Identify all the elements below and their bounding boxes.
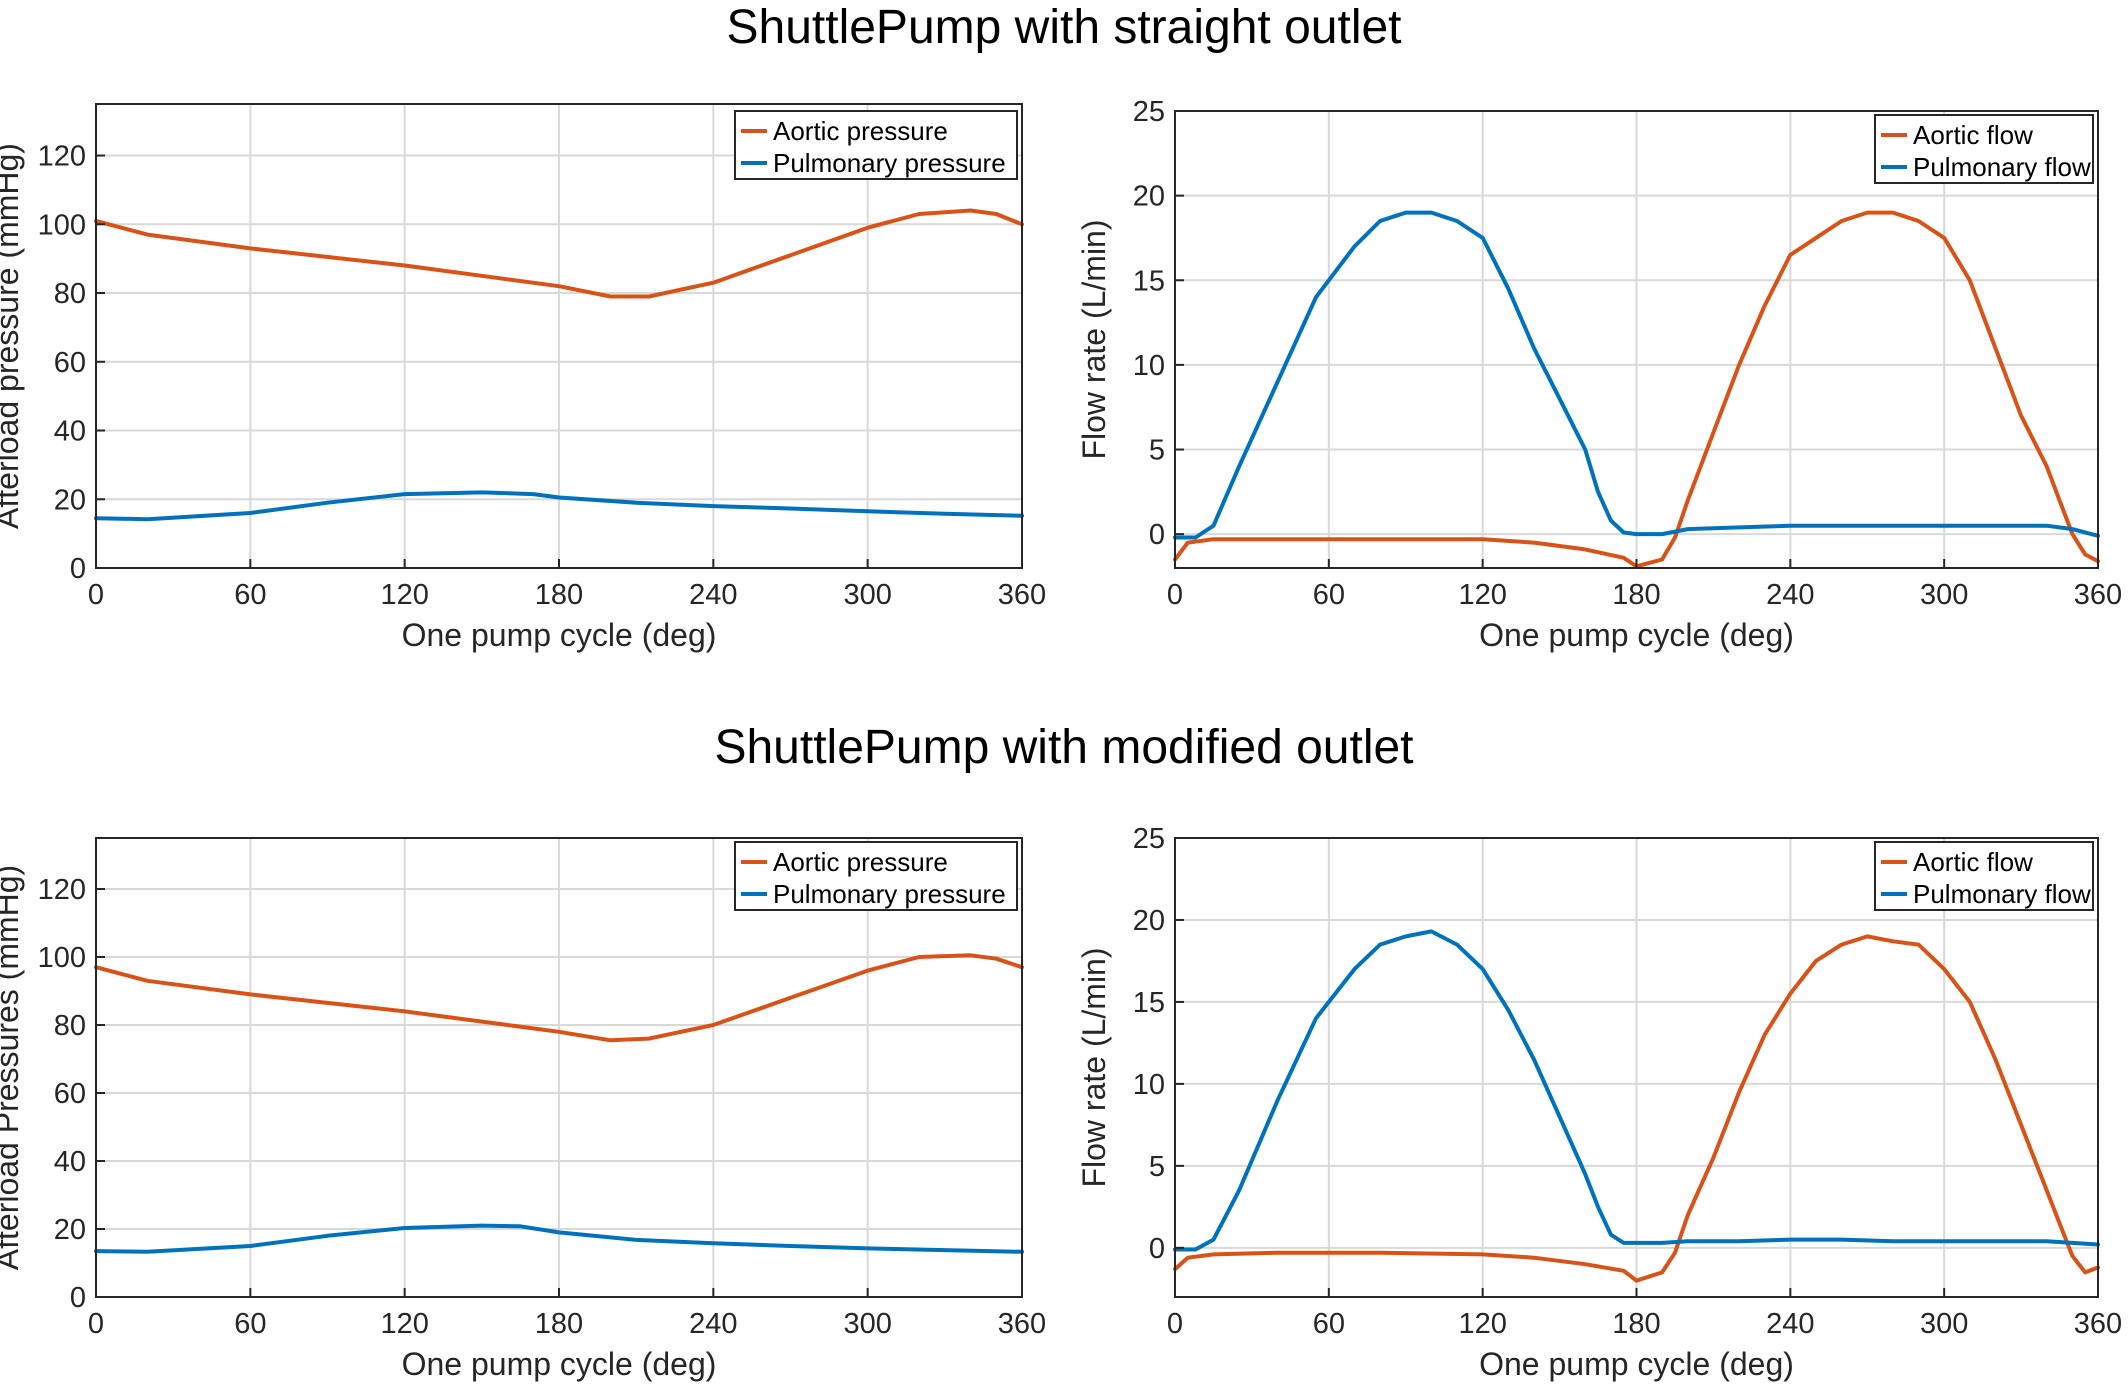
- legend-box: [734, 841, 1018, 911]
- row-title-modified: ShuttlePump with modified outlet: [714, 721, 1414, 774]
- y-tick-label: 20: [1133, 905, 1165, 937]
- y-tick-label: 0: [1149, 1233, 1165, 1265]
- y-tick-label: 20: [1133, 181, 1165, 213]
- x-axis-label: One pump cycle (deg): [1479, 617, 1794, 653]
- legend-box: [734, 110, 1018, 180]
- x-tick-label: 360: [2074, 1308, 2122, 1340]
- y-tick-label: 10: [1133, 350, 1165, 382]
- y-axis-label: Flow rate (L/min): [1076, 219, 1112, 459]
- y-tick-label: 25: [1133, 96, 1165, 128]
- x-tick-label: 360: [998, 1308, 1046, 1340]
- x-tick-label: 0: [1167, 1308, 1183, 1340]
- y-tick-label: 100: [38, 942, 86, 974]
- y-tick-label: 10: [1133, 1069, 1165, 1101]
- x-tick-label: 360: [2074, 579, 2122, 611]
- legend-entry: Pulmonary flow: [1913, 152, 2091, 182]
- chart-2: 0 60 120 180 240 300 360 0 5 10 15 20 25 One pump cyc…: [1076, 96, 2122, 653]
- chart-4: 0 60 120 180 240 300 360 0 5 10 15 20 25 One pump cyc…: [1076, 823, 2122, 1382]
- y-tick-label: 100: [38, 209, 86, 241]
- series-line-aortic: [94, 953, 1024, 1043]
- y-tick-label: 0: [70, 553, 86, 585]
- y-tick-label: 15: [1133, 987, 1165, 1019]
- x-tick-label: 60: [1313, 579, 1345, 611]
- x-axis-label: One pump cycle (deg): [402, 617, 717, 653]
- legend-entry: Aortic flow: [1913, 847, 2033, 877]
- y-tick-label: 15: [1133, 265, 1165, 297]
- legend-entry: Aortic pressure: [773, 847, 948, 877]
- legend-box: [1874, 841, 2094, 911]
- x-tick-label: 120: [380, 1308, 428, 1340]
- x-tick-label: 240: [689, 579, 737, 611]
- series-line-aortic: [1173, 210, 2100, 569]
- x-tick-label: 0: [1167, 579, 1183, 611]
- y-tick-label: 80: [54, 1010, 86, 1042]
- legend-entry: Pulmonary pressure: [773, 879, 1006, 909]
- chart-3: 0 60 120 180 240 300 360 0 20 40 60 80 100 120 One pum…: [0, 837, 1046, 1382]
- x-axis-label: One pump cycle (deg): [1479, 1346, 1794, 1382]
- legend-entry: Aortic flow: [1913, 120, 2033, 150]
- x-tick-label: 300: [1920, 1308, 1968, 1340]
- x-tick-label: 240: [689, 1308, 737, 1340]
- y-tick-label: 120: [38, 874, 86, 906]
- x-tick-label: 60: [234, 579, 266, 611]
- x-tick-label: 120: [380, 579, 428, 611]
- x-axis-label: One pump cycle (deg): [402, 1346, 717, 1382]
- series-line-aortic: [1173, 934, 2100, 1283]
- x-tick-label: 180: [1612, 579, 1660, 611]
- x-tick-label: 180: [1612, 1308, 1660, 1340]
- series-line-pulmonary: [94, 490, 1024, 522]
- y-tick-label: 80: [54, 278, 86, 310]
- x-tick-label: 300: [843, 1308, 891, 1340]
- legend-box: [1874, 114, 2094, 184]
- row-title-straight: ShuttlePump with straight outlet: [726, 1, 1402, 54]
- y-tick-label: 120: [38, 141, 86, 173]
- y-tick-label: 40: [54, 1146, 86, 1178]
- x-tick-label: 0: [88, 579, 104, 611]
- y-axis-label: Afterload pressure (mmHg): [0, 143, 25, 529]
- x-tick-label: 240: [1766, 579, 1814, 611]
- y-tick-label: 5: [1149, 1151, 1165, 1183]
- y-axis-label: Afterload Pressures (mmHg): [0, 865, 25, 1270]
- legend-entry: Pulmonary flow: [1913, 879, 2091, 909]
- x-tick-label: 240: [1766, 1308, 1814, 1340]
- y-axis-label: Flow rate (L/min): [1076, 947, 1112, 1187]
- y-tick-label: 5: [1149, 435, 1165, 467]
- y-tick-label: 20: [54, 484, 86, 516]
- x-tick-label: 300: [1920, 579, 1968, 611]
- x-tick-label: 300: [843, 579, 891, 611]
- x-tick-label: 120: [1458, 1308, 1506, 1340]
- series-line-pulmonary: [1173, 210, 2100, 540]
- series-line-pulmonary: [1173, 929, 2100, 1252]
- x-tick-label: 60: [1313, 1308, 1345, 1340]
- series-line-pulmonary: [94, 1223, 1024, 1254]
- y-tick-label: 60: [54, 347, 86, 379]
- x-tick-label: 360: [998, 579, 1046, 611]
- legend-entry: Pulmonary pressure: [773, 148, 1006, 178]
- series-line-aortic: [94, 208, 1024, 299]
- y-tick-label: 0: [1149, 519, 1165, 551]
- legend-entry: Aortic pressure: [773, 116, 948, 146]
- x-tick-label: 120: [1458, 579, 1506, 611]
- y-tick-label: 25: [1133, 823, 1165, 855]
- y-tick-label: 0: [70, 1282, 86, 1314]
- x-tick-label: 180: [535, 1308, 583, 1340]
- y-tick-label: 40: [54, 416, 86, 448]
- x-tick-label: 60: [234, 1308, 266, 1340]
- x-tick-label: 180: [535, 579, 583, 611]
- y-tick-label: 60: [54, 1078, 86, 1110]
- x-tick-label: 0: [88, 1308, 104, 1340]
- chart-1: 0 60 120 180 240 300 360 0 20 40 60 80 100 120 One pum…: [0, 103, 1046, 653]
- y-tick-label: 20: [54, 1214, 86, 1246]
